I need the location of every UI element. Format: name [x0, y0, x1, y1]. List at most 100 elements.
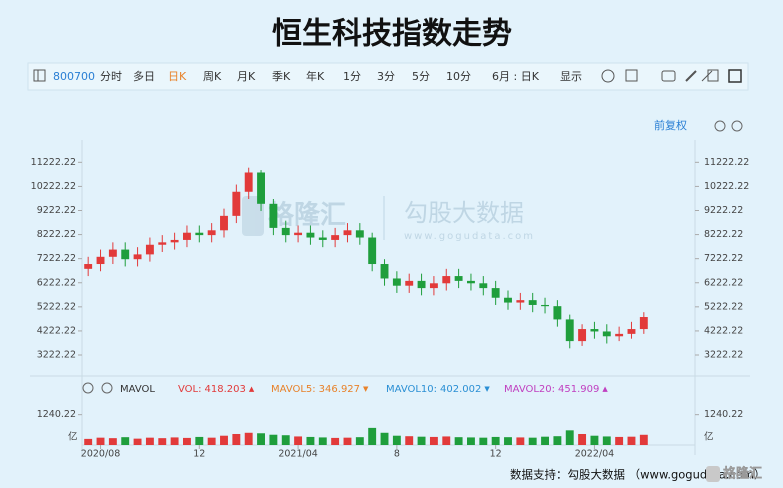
volume-bar — [84, 438, 93, 445]
volume-bar — [343, 437, 352, 445]
toolbar — [27, 62, 749, 91]
candle-body — [133, 254, 142, 260]
settings-icon[interactable] — [601, 69, 615, 83]
volume-bar — [294, 436, 303, 445]
indicator: MAVOL10: 402.002 ▼ — [386, 384, 490, 395]
toolbar-item[interactable]: 1分 — [343, 70, 361, 83]
candle-body — [380, 264, 389, 279]
vol-tick-label-right: 1240.22 — [704, 409, 743, 420]
camera-icon[interactable] — [661, 70, 676, 82]
toolbar-item[interactable]: 周K — [203, 70, 222, 83]
watermark-logo — [242, 196, 264, 236]
y-tick-label: 6222.22 — [37, 277, 76, 288]
candle-body — [602, 331, 611, 337]
draw-icon-2[interactable] — [701, 70, 713, 82]
toolbar-item[interactable]: 年K — [306, 69, 325, 83]
draw-icon[interactable] — [685, 70, 697, 82]
toolbar-item[interactable]: 多日 — [133, 69, 155, 83]
volume-bar — [405, 436, 414, 445]
candle-body — [417, 280, 426, 289]
toolbar-item[interactable]: 月K — [237, 70, 256, 83]
candle-body — [392, 278, 401, 286]
panel-icon[interactable] — [728, 69, 742, 83]
volume-bar — [627, 436, 636, 445]
indicator-close[interactable] — [101, 382, 113, 394]
x-tick-label: 2022/04 — [575, 449, 614, 460]
toolbar-item[interactable]: 6月 : 日K — [492, 70, 540, 83]
display-box-icon[interactable] — [625, 69, 638, 82]
indicator-label: MAVOL5: — [271, 384, 316, 395]
chart-title: 恒生科技指数走势 — [272, 17, 512, 52]
toolbar-item[interactable]: 3分 — [377, 70, 395, 83]
zoom-in[interactable] — [731, 120, 743, 132]
candle-body — [244, 172, 253, 192]
candle-body — [504, 297, 512, 303]
volume-bar — [392, 435, 401, 445]
volume-bar — [565, 430, 574, 445]
candle-body — [294, 232, 303, 236]
y2-tick-label: 3222.22 — [704, 350, 743, 361]
volume-bar — [232, 433, 241, 445]
y2-tick-label: 9222.22 — [704, 205, 743, 216]
footer: 数据支持：勾股大数据 （www.gogudata.com） — [510, 468, 766, 482]
candle-body — [368, 237, 377, 265]
toolbar-item[interactable]: 800700 — [53, 70, 95, 83]
y-tick-label: 9222.22 — [37, 205, 76, 216]
toolbar-item[interactable]: 日K — [168, 70, 187, 83]
volume-bar — [553, 436, 562, 445]
watermark-name: 勾股大数据 — [404, 199, 524, 227]
candle-body — [170, 239, 179, 243]
y-tick-label: 3222.22 — [37, 350, 76, 361]
vol-tick-label: 1240.22 — [37, 409, 76, 420]
candle-body — [627, 329, 636, 334]
indicator: MAVOL5: 346.927 ▼ — [271, 384, 369, 395]
adjust-button[interactable]: 前复权 — [654, 118, 687, 132]
y-tick-label: 7222.22 — [37, 253, 76, 264]
candle-body — [553, 306, 562, 320]
volume-bar — [244, 432, 253, 445]
y2-tick-label: 11222.22 — [704, 157, 749, 168]
x-tick-label: 12 — [490, 449, 502, 460]
volume-bar — [195, 436, 204, 445]
volume-bar — [121, 437, 130, 445]
volume-bar — [639, 434, 648, 445]
candle-body — [590, 329, 599, 332]
fullscreen-icon[interactable] — [707, 69, 719, 82]
volume-bar — [145, 437, 154, 445]
indicator-value: 346.927 — [319, 384, 360, 395]
sidebar-icon[interactable] — [33, 69, 46, 82]
zoom-out[interactable] — [714, 120, 726, 132]
candle-body — [257, 172, 265, 204]
logo-mark — [706, 466, 720, 482]
volume-bar — [615, 436, 624, 445]
indicator-label: VOL: — [178, 384, 201, 395]
toolbar-item[interactable]: 5分 — [412, 70, 430, 83]
volume-bar — [602, 436, 611, 445]
candle-body — [454, 276, 463, 281]
volume-bar — [269, 434, 278, 445]
toolbar-item[interactable]: 分时 — [100, 70, 122, 83]
candle-body — [467, 280, 475, 284]
volume-bar — [158, 438, 167, 445]
candle-body — [232, 191, 241, 216]
candle-body — [528, 300, 537, 305]
volume-bar — [207, 437, 216, 445]
watermark-url: www.gogudata.com — [404, 231, 535, 242]
candle-body — [405, 280, 414, 286]
indicator-arrow: ▼ — [363, 385, 369, 393]
volume-bar — [368, 427, 377, 445]
volume-bar — [504, 437, 512, 445]
toolbar-item[interactable]: 显示 — [560, 70, 582, 83]
volume-bar — [442, 436, 451, 445]
candle-body — [220, 215, 228, 231]
volume-bar — [380, 432, 389, 445]
x-tick-label: 2020/08 — [81, 449, 120, 460]
toolbar-item[interactable]: 季K — [272, 70, 291, 83]
indicator-arrow: ▼ — [484, 385, 490, 393]
volume-bar — [355, 437, 364, 445]
candle-body — [639, 317, 648, 330]
indicator-settings[interactable] — [82, 382, 94, 394]
toolbar-item[interactable]: 10分 — [446, 70, 471, 83]
volume-bar — [417, 436, 426, 445]
